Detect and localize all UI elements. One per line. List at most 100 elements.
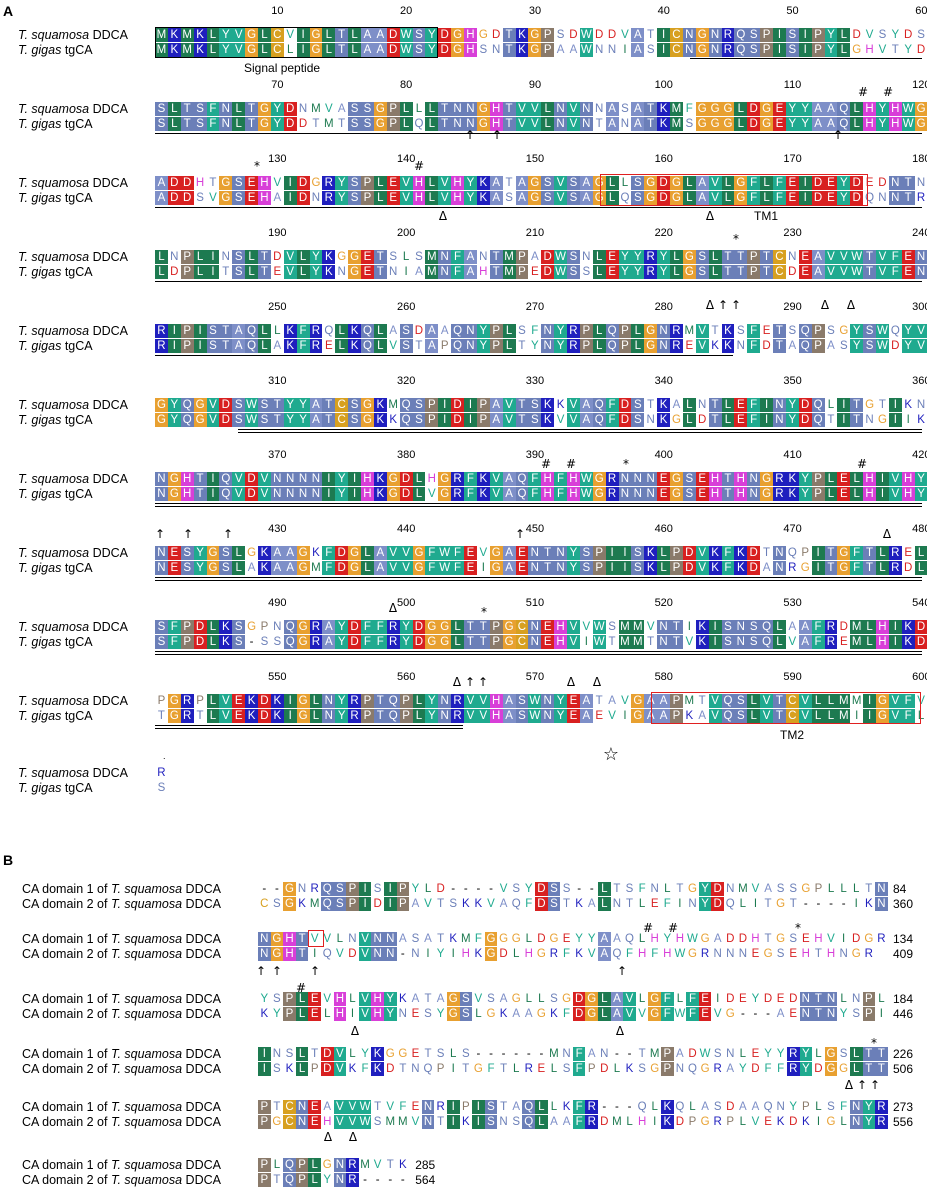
residue: N bbox=[295, 1100, 309, 1114]
residue: G bbox=[585, 1007, 599, 1021]
residue: A bbox=[440, 325, 449, 337]
species-name: T. squamosa bbox=[110, 1173, 183, 1187]
residue: K bbox=[258, 561, 271, 575]
residue: A bbox=[764, 883, 772, 895]
residue: L bbox=[621, 177, 629, 189]
residue: L bbox=[412, 694, 426, 708]
residue: Y bbox=[657, 265, 670, 279]
residue: G bbox=[839, 325, 849, 337]
residue: L bbox=[335, 324, 349, 338]
residue: P bbox=[258, 1100, 271, 1114]
residue: A bbox=[562, 1116, 571, 1128]
domain-underline bbox=[238, 429, 922, 430]
species-name: T. squamosa bbox=[18, 102, 90, 116]
residue: I bbox=[358, 882, 372, 896]
residue: K bbox=[708, 546, 722, 560]
residue: A bbox=[579, 694, 593, 708]
residue: T bbox=[721, 250, 735, 264]
residue: S bbox=[333, 882, 347, 896]
residue: T bbox=[734, 250, 748, 264]
residue: Y bbox=[785, 413, 799, 427]
residue: F bbox=[425, 546, 439, 560]
residue: K bbox=[260, 1008, 269, 1020]
residue: K bbox=[476, 472, 490, 486]
residue: S bbox=[155, 620, 168, 634]
residue: D bbox=[618, 413, 632, 427]
residue: - bbox=[476, 1048, 481, 1060]
residue: G bbox=[438, 620, 452, 634]
residue: A bbox=[579, 709, 593, 723]
residue: D bbox=[839, 621, 848, 633]
triangle-marker: Δ bbox=[350, 1024, 360, 1038]
residue: D bbox=[412, 620, 426, 634]
residue: G bbox=[296, 694, 310, 708]
residue: K bbox=[373, 413, 387, 427]
residue: K bbox=[708, 561, 722, 575]
protein-name: tgCA bbox=[64, 487, 93, 501]
residue: Q bbox=[605, 339, 619, 353]
residue: L bbox=[849, 1047, 863, 1061]
position-number: 450 bbox=[525, 523, 545, 535]
protein-name: DDCA bbox=[185, 1158, 221, 1172]
residue: F bbox=[747, 324, 761, 338]
residue: Y bbox=[436, 948, 445, 960]
residue: H bbox=[427, 473, 436, 485]
residue: W bbox=[438, 561, 452, 575]
residue: I bbox=[811, 546, 825, 560]
residue: Q bbox=[283, 620, 297, 634]
residue: S bbox=[608, 621, 616, 633]
residue: L bbox=[631, 324, 645, 338]
residue: S bbox=[788, 325, 797, 337]
residue: S bbox=[373, 1116, 382, 1128]
residue: T bbox=[373, 265, 387, 279]
residue: F bbox=[747, 413, 761, 427]
residue: - bbox=[501, 1048, 506, 1060]
residue: V bbox=[695, 324, 709, 338]
residue: Y bbox=[193, 546, 207, 560]
ruler-dot: . bbox=[163, 751, 166, 761]
residue: Q bbox=[324, 325, 334, 337]
residue: D bbox=[914, 635, 927, 649]
residue: T bbox=[865, 883, 873, 895]
residue: Y bbox=[270, 102, 284, 116]
residue: - bbox=[615, 1101, 619, 1113]
residue: A bbox=[613, 933, 621, 945]
residue: A bbox=[411, 898, 420, 910]
residue: - bbox=[526, 1048, 531, 1060]
arrow-marker: ↑ bbox=[869, 1078, 881, 1092]
residue: I bbox=[708, 620, 722, 634]
residue: G bbox=[824, 1062, 838, 1076]
residue: F bbox=[764, 1063, 772, 1075]
residue: Y bbox=[739, 1063, 747, 1075]
residue: S bbox=[219, 546, 233, 560]
residue: G bbox=[700, 1116, 710, 1128]
position-number: 460 bbox=[654, 523, 673, 535]
residue: V bbox=[837, 265, 851, 279]
residue: V bbox=[587, 948, 596, 960]
residue: A bbox=[515, 176, 529, 190]
residue: L bbox=[475, 1008, 482, 1020]
residue: T bbox=[613, 883, 621, 895]
residue: S bbox=[682, 472, 696, 486]
residue: Q bbox=[219, 487, 233, 501]
residue: V bbox=[476, 694, 490, 708]
residue: V bbox=[323, 993, 332, 1005]
residue: S bbox=[459, 992, 473, 1006]
residue: G bbox=[700, 1063, 710, 1075]
residue: W bbox=[699, 1048, 711, 1060]
residue: S bbox=[487, 993, 495, 1005]
residue: L bbox=[682, 176, 696, 190]
residue: D bbox=[747, 117, 761, 131]
position-number: 600 bbox=[912, 671, 927, 683]
residue: N bbox=[421, 1100, 435, 1114]
residue: I bbox=[811, 561, 825, 575]
residue: P bbox=[425, 398, 439, 412]
residue: Q bbox=[386, 709, 400, 723]
residue: I bbox=[451, 948, 455, 960]
residue: F bbox=[747, 176, 761, 190]
position-number: 570 bbox=[525, 671, 545, 683]
residue: H bbox=[333, 992, 347, 1006]
residue: F bbox=[167, 635, 181, 649]
residue: P bbox=[661, 1047, 674, 1061]
residue: I bbox=[816, 1116, 821, 1128]
